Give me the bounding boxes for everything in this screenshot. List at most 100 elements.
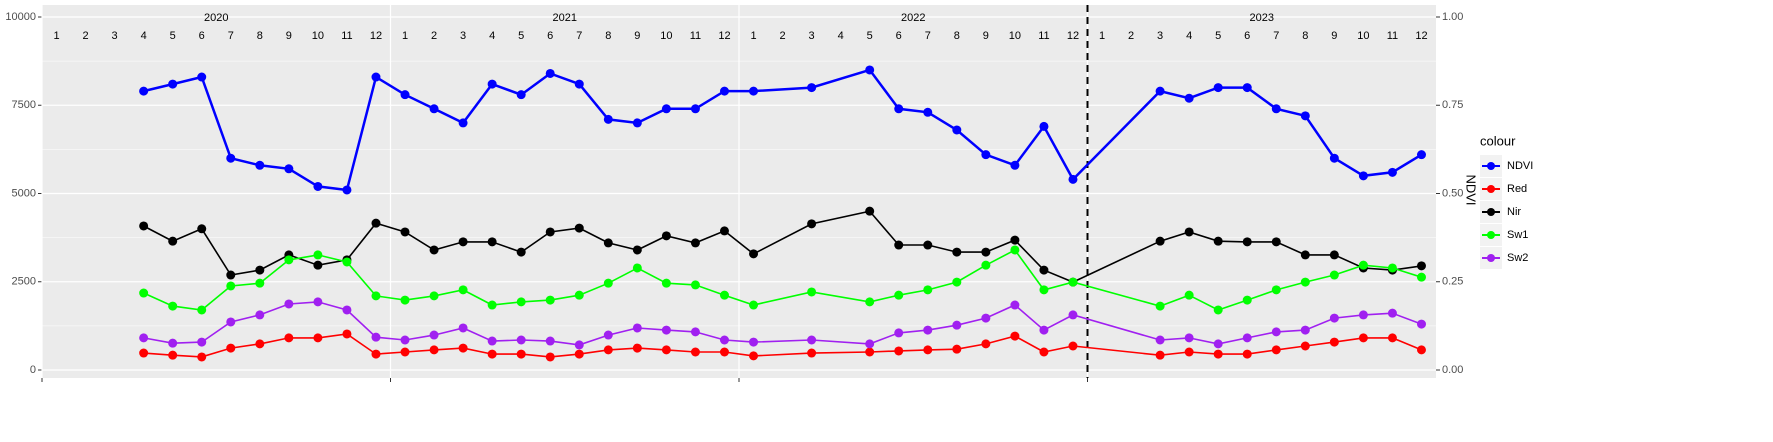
month-label: 8: [257, 30, 263, 42]
data-point: [400, 335, 410, 345]
month-label: 10: [1357, 30, 1369, 42]
data-point: [226, 281, 236, 291]
data-point: [661, 104, 671, 114]
data-point: [139, 333, 149, 343]
data-point: [197, 305, 207, 315]
data-point: [429, 104, 439, 114]
data-point: [516, 247, 526, 257]
data-point: [168, 301, 178, 311]
month-label: 7: [228, 30, 234, 42]
data-point: [690, 327, 700, 337]
data-point: [255, 265, 265, 275]
data-point: [807, 335, 817, 345]
data-point: [690, 238, 700, 248]
data-point: [429, 345, 439, 355]
data-point: [749, 337, 759, 347]
month-label: 4: [141, 30, 147, 42]
data-point: [574, 79, 584, 89]
data-point: [1213, 236, 1223, 246]
y2-tick-label: 1.00: [1442, 11, 1463, 23]
data-point: [1242, 349, 1252, 359]
data-point: [226, 343, 236, 353]
month-label: 6: [547, 30, 553, 42]
month-label: 8: [954, 30, 960, 42]
data-point: [1155, 335, 1165, 345]
legend-key-point: [1487, 254, 1495, 262]
data-point: [981, 339, 991, 349]
data-point: [1358, 333, 1368, 343]
y2-tick-label: 0.00: [1442, 364, 1463, 376]
data-point: [1271, 285, 1281, 295]
month-label: 3: [112, 30, 118, 42]
legend-label: NDVI: [1507, 160, 1533, 172]
data-point: [226, 317, 236, 327]
month-label: 1: [53, 30, 59, 42]
data-point: [458, 118, 468, 128]
data-point: [632, 323, 642, 333]
month-label: 9: [1331, 30, 1337, 42]
data-point: [1068, 341, 1078, 351]
data-point: [865, 339, 875, 349]
data-point: [1387, 333, 1397, 343]
legend-key-point: [1487, 162, 1495, 170]
data-point: [1039, 325, 1049, 335]
data-point: [865, 206, 875, 216]
data-point: [429, 245, 439, 255]
month-label: 1: [402, 30, 408, 42]
data-point: [574, 349, 584, 359]
data-point: [981, 150, 991, 160]
data-point: [400, 347, 410, 357]
data-point: [139, 288, 149, 298]
data-point: [981, 247, 991, 257]
month-label: 4: [1186, 30, 1192, 42]
month-label: 2: [780, 30, 786, 42]
month-label: 6: [1244, 30, 1250, 42]
data-point: [1155, 350, 1165, 360]
data-point: [719, 226, 729, 236]
data-point: [603, 330, 613, 340]
data-point: [1329, 337, 1339, 347]
data-point: [632, 245, 642, 255]
data-point: [371, 349, 381, 359]
data-point: [690, 280, 700, 290]
data-point: [865, 65, 875, 75]
data-point: [952, 247, 962, 257]
month-label: 8: [605, 30, 611, 42]
data-point: [1416, 150, 1426, 160]
data-point: [313, 297, 323, 307]
month-label: 11: [1038, 30, 1049, 42]
data-point: [719, 290, 729, 300]
data-point: [807, 287, 817, 297]
data-point: [865, 297, 875, 307]
data-point: [661, 325, 671, 335]
data-point: [749, 351, 759, 361]
y-tick-label: 2500: [12, 276, 36, 288]
data-point: [197, 352, 207, 362]
data-point: [139, 348, 149, 358]
data-point: [749, 86, 759, 96]
data-point: [1300, 325, 1310, 335]
data-point: [1242, 333, 1252, 343]
month-label: 5: [170, 30, 176, 42]
month-label: 2: [431, 30, 437, 42]
month-label: 12: [718, 30, 730, 42]
data-point: [516, 297, 526, 307]
data-point: [429, 330, 439, 340]
data-point: [952, 125, 962, 135]
data-point: [865, 347, 875, 357]
data-point: [284, 299, 294, 309]
data-point: [1213, 339, 1223, 349]
y2-tick-label: 0.25: [1442, 276, 1463, 288]
month-label: 7: [576, 30, 582, 42]
data-point: [603, 114, 613, 124]
data-point: [313, 250, 323, 260]
data-point: [139, 86, 149, 96]
data-point: [1242, 237, 1252, 247]
data-point: [1068, 174, 1078, 184]
month-label: 10: [312, 30, 324, 42]
data-point: [255, 160, 265, 170]
data-point: [342, 185, 352, 195]
data-point: [458, 323, 468, 333]
data-point: [719, 347, 729, 357]
data-point: [487, 237, 497, 247]
